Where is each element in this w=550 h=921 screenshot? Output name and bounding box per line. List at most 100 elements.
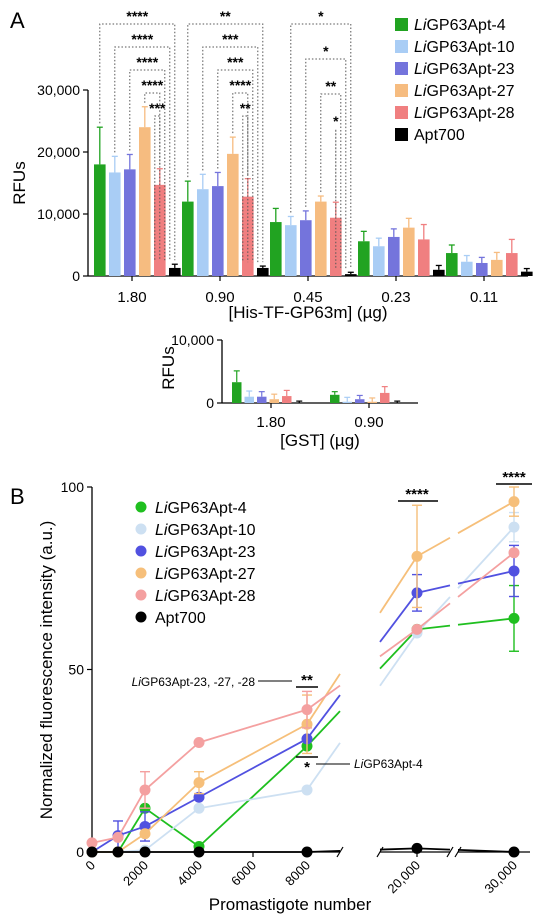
data-point — [411, 623, 423, 635]
significance-label: *** — [222, 31, 239, 47]
significance-bracket — [305, 58, 347, 269]
x-tick-label: 0 — [82, 858, 98, 874]
y-tick-label: 0 — [206, 395, 214, 411]
data-point — [86, 846, 98, 858]
legend-label: LiGP63Apt-10 — [155, 522, 256, 539]
significance-bracket — [320, 93, 342, 269]
legend-swatch — [395, 40, 408, 53]
bar — [124, 169, 136, 276]
bar — [342, 401, 352, 403]
bar — [330, 394, 340, 403]
data-point — [301, 784, 313, 796]
data-point — [112, 846, 124, 858]
bar — [521, 271, 533, 276]
series-line — [144, 741, 200, 791]
significance-label: * — [304, 759, 310, 776]
x-tick-label: 6000 — [228, 858, 259, 889]
legend-label: LiGP63Apt-23 — [414, 61, 515, 78]
significance-label: *** — [149, 100, 166, 116]
series-line — [457, 570, 515, 585]
significance-label: * — [318, 8, 324, 24]
x-tick-label: 0.23 — [381, 289, 410, 306]
legend-marker — [135, 523, 147, 535]
series-line — [416, 584, 451, 594]
series-line — [306, 673, 341, 725]
bar — [242, 196, 254, 276]
series-line — [306, 742, 341, 791]
bar — [232, 382, 242, 403]
panel-label-a: A — [10, 8, 25, 33]
significance-note: LiGP63Apt-4 — [354, 757, 423, 771]
series-line — [416, 847, 451, 851]
data-point — [193, 846, 205, 858]
series-line — [379, 592, 418, 643]
bar — [244, 396, 254, 403]
legend-label: Apt700 — [155, 610, 206, 627]
bar — [94, 164, 106, 276]
bar — [403, 227, 415, 276]
significance-bracket — [202, 46, 259, 263]
bar — [373, 246, 385, 276]
bar — [197, 189, 209, 276]
significance-label: **** — [136, 54, 158, 70]
series-line — [144, 807, 200, 848]
bar — [269, 399, 279, 403]
series-line — [416, 596, 451, 634]
significance-label: ** — [325, 78, 336, 94]
bar — [506, 253, 518, 276]
significance-label: ** — [301, 672, 313, 689]
legend-swatch — [395, 62, 408, 75]
legend-label: LiGP63Apt-10 — [414, 39, 515, 56]
data-point — [193, 791, 205, 803]
legend-label: LiGP63Apt-28 — [414, 105, 515, 122]
legend-swatch — [395, 106, 408, 119]
legend-marker — [135, 589, 147, 601]
data-point — [112, 831, 124, 843]
data-point — [139, 846, 151, 858]
bar — [257, 396, 267, 403]
significance-label: * — [333, 113, 339, 129]
y-tick-label: 100 — [61, 479, 85, 495]
line-chart-promastigote: 0 50 100 Normalized fluorescence intensity … — [37, 469, 532, 914]
data-point — [508, 565, 520, 577]
x-axis-label: Promastigote number — [209, 895, 372, 914]
y-tick-label: 0 — [76, 844, 84, 860]
data-point — [139, 828, 151, 840]
bar — [388, 236, 400, 276]
series-line — [198, 789, 308, 810]
bar — [446, 253, 458, 276]
data-point — [193, 737, 205, 748]
bar — [418, 239, 430, 276]
y-tick-label: 10,000 — [171, 332, 214, 348]
legend-marker — [135, 501, 147, 513]
bar — [139, 127, 151, 276]
legend-label: LiGP63Apt-27 — [155, 566, 256, 583]
y-axis-label: Normalized fluorescence intensity (a.u.) — [37, 521, 56, 820]
significance-label: **** — [405, 486, 429, 503]
series-line — [306, 710, 341, 747]
series-line — [198, 745, 308, 848]
bar — [285, 225, 297, 276]
x-tick-label: 8000 — [282, 858, 313, 889]
legend-label: LiGP63Apt-4 — [155, 500, 247, 517]
y-tick-label: 50 — [68, 662, 84, 678]
data-point — [86, 837, 98, 849]
panel-label-b: B — [10, 484, 25, 509]
legend-marker — [135, 611, 147, 623]
significance-label: **** — [229, 77, 251, 93]
series-line — [457, 551, 515, 598]
bar — [358, 241, 370, 276]
series-line — [379, 628, 418, 670]
legend-swatch — [395, 84, 408, 97]
data-point — [508, 547, 520, 559]
significance-bracket — [290, 23, 352, 269]
x-tick-label: 0.45 — [293, 289, 322, 306]
series-line — [379, 847, 418, 851]
significance-label: ** — [220, 8, 231, 24]
series-line — [198, 723, 308, 784]
series-line — [416, 624, 451, 631]
data-point — [508, 846, 520, 858]
bar — [182, 201, 194, 276]
